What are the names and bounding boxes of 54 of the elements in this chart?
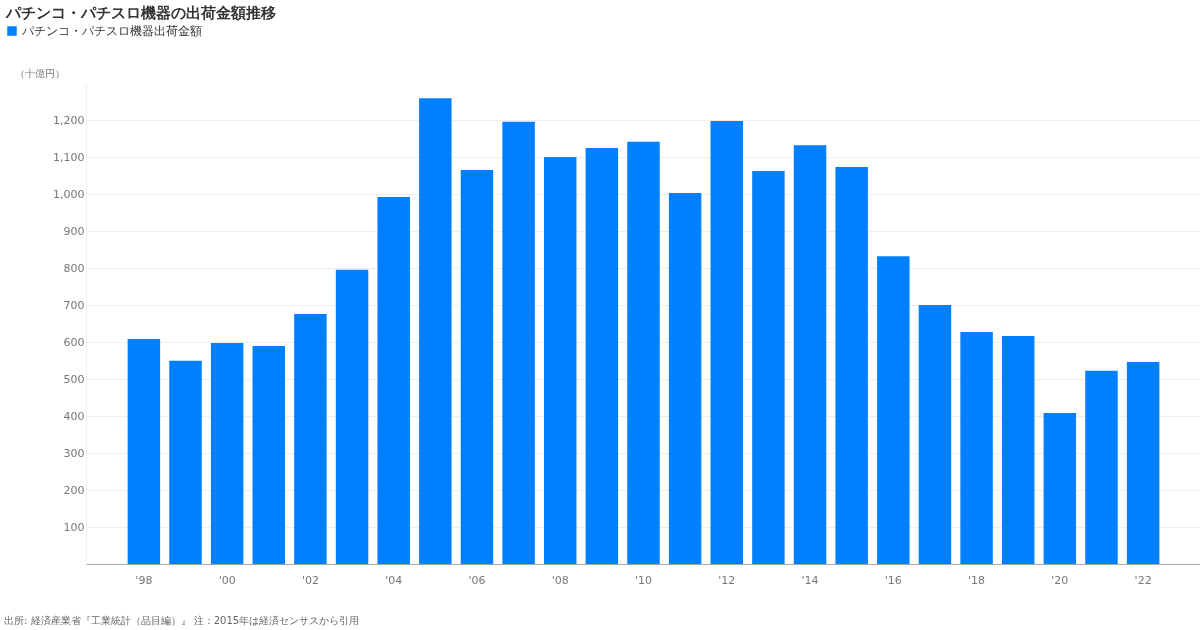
x-tick-label: '22 bbox=[1134, 573, 1152, 587]
text: 出所: 経済産業省『工業統計（品目編）』 注：2015年は経済センサスから引用 bbox=[4, 614, 360, 628]
bar bbox=[252, 346, 286, 564]
bar bbox=[335, 269, 369, 564]
bar bbox=[502, 121, 535, 564]
bar bbox=[1001, 336, 1035, 564]
bar bbox=[585, 148, 619, 564]
bar bbox=[419, 98, 452, 564]
y-tick-label: 200 bbox=[63, 483, 85, 497]
y-tick-label: 500 bbox=[63, 372, 85, 386]
bar bbox=[918, 305, 952, 564]
x-tick-label: '08 bbox=[551, 573, 569, 587]
y-tick-label: 900 bbox=[63, 224, 85, 238]
x-tick-label: '14 bbox=[801, 573, 819, 587]
x-tick-label: '16 bbox=[884, 573, 902, 587]
bar bbox=[710, 121, 744, 564]
bar bbox=[877, 256, 910, 564]
y-tick-label: 100 bbox=[63, 520, 85, 534]
x-tick-label: '04 bbox=[385, 573, 403, 587]
chart-title: パチンコ・パチスロ機器の出荷金額推移 bbox=[5, 4, 276, 22]
bar bbox=[752, 171, 785, 564]
y-tick-label: 1,100 bbox=[53, 150, 85, 164]
bar bbox=[627, 141, 660, 564]
x-tick-label: '10 bbox=[634, 573, 653, 587]
bar bbox=[1126, 361, 1160, 564]
bar bbox=[169, 360, 202, 564]
bar bbox=[1043, 413, 1077, 564]
x-tick-label: '00 bbox=[218, 573, 236, 587]
bar bbox=[668, 192, 702, 564]
x-tick-label: '20 bbox=[1051, 573, 1069, 587]
bar bbox=[543, 157, 577, 564]
y-tick-label: 800 bbox=[63, 261, 85, 275]
bar bbox=[294, 313, 327, 564]
bar bbox=[210, 343, 244, 564]
bar bbox=[1085, 370, 1118, 564]
bar bbox=[960, 332, 993, 564]
x-tick-label: '98 bbox=[135, 573, 153, 587]
y-tick-label: 700 bbox=[63, 298, 85, 312]
bar bbox=[793, 145, 827, 564]
y-tick-label: 1,200 bbox=[53, 113, 85, 127]
x-tick-label: '18 bbox=[968, 573, 986, 587]
legend-label: パチンコ・パチスロ機器出荷金額 bbox=[21, 24, 202, 38]
bar bbox=[460, 169, 494, 564]
y-axis-title: （十億円） bbox=[14, 67, 65, 79]
x-tick-label: '12 bbox=[718, 573, 736, 587]
y-tick-label: 300 bbox=[63, 446, 85, 460]
bar bbox=[835, 166, 868, 564]
x-tick-label: '06 bbox=[468, 573, 486, 587]
x-tick-label: '02 bbox=[301, 573, 319, 587]
y-tick-label: 400 bbox=[63, 409, 85, 423]
y-tick-label: 1,000 bbox=[53, 187, 85, 201]
bar bbox=[377, 196, 410, 564]
bar bbox=[127, 339, 161, 564]
y-tick-label: 600 bbox=[63, 335, 85, 349]
